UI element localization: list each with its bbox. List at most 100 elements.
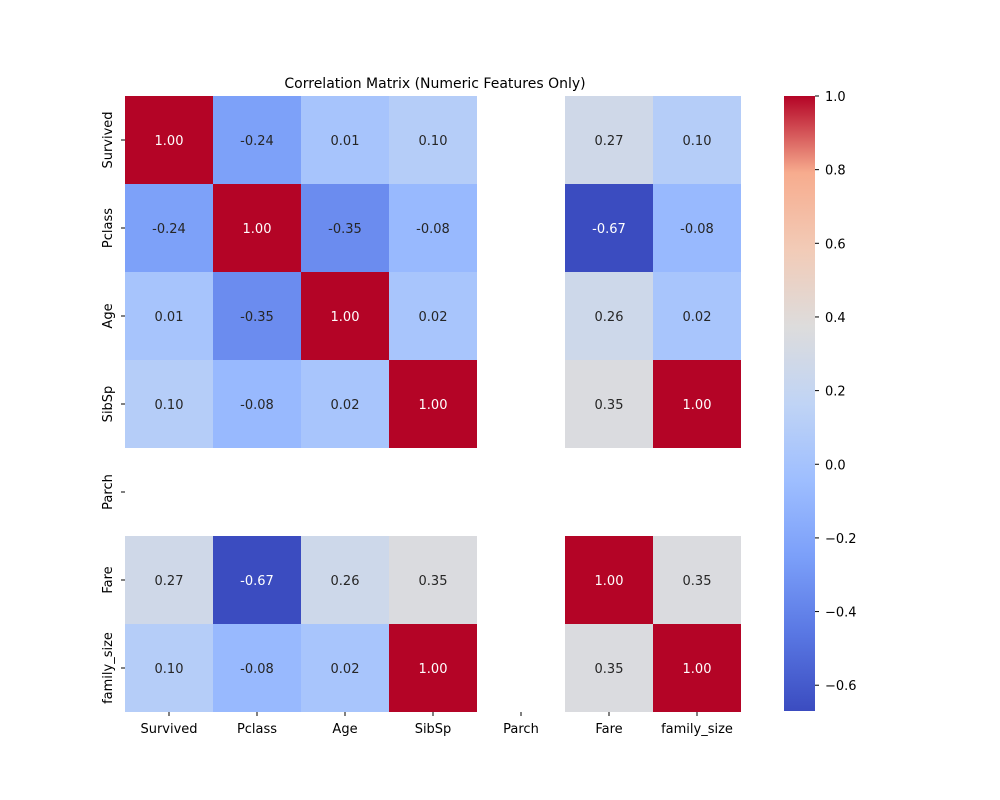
- heatmap-cell: [213, 272, 301, 360]
- cell-value-label: -0.24: [240, 134, 274, 149]
- cell-value-label: 0.26: [331, 574, 360, 589]
- cell-value-label: 0.10: [155, 662, 184, 677]
- x-tick-label: Pclass: [237, 722, 277, 737]
- y-tick-label: Age: [101, 303, 116, 328]
- heatmap-cell: [213, 184, 301, 272]
- x-tick-label: Survived: [140, 722, 197, 737]
- heatmap-cell: [565, 184, 653, 272]
- colorbar-tick-label: 1.0: [825, 90, 846, 105]
- cell-value-label: 1.00: [155, 134, 184, 149]
- heatmap-cell: [213, 536, 301, 624]
- cell-value-label: 1.00: [683, 398, 712, 413]
- cell-value-label: 0.27: [155, 574, 184, 589]
- heatmap-cell: [213, 360, 301, 448]
- x-tick-label: Fare: [595, 722, 622, 737]
- heatmap-cell: [565, 536, 653, 624]
- heatmap-cell: [125, 536, 213, 624]
- colorbar-tick-label: −0.2: [825, 532, 857, 547]
- cell-value-label: 0.27: [595, 134, 624, 149]
- colorbar-tick-label: 0.8: [825, 164, 846, 179]
- cell-value-label: 1.00: [419, 662, 448, 677]
- cell-value-label: 0.02: [331, 662, 360, 677]
- y-tick-label: Pclass: [101, 208, 116, 248]
- heatmap-cell: [213, 624, 301, 712]
- colorbar: 1.0 0.8 0.6 0.4 0.2 0.0 −0.2 −0.4 −0.6: [784, 90, 857, 711]
- cell-value-label: 0.26: [595, 310, 624, 325]
- cell-value-label: -0.35: [240, 310, 274, 325]
- heatmap-cell: [653, 184, 741, 272]
- y-tick-label: family_size: [101, 632, 116, 704]
- cell-value-label: -0.67: [240, 574, 274, 589]
- x-tick-label: family_size: [661, 722, 733, 737]
- cell-value-label: 1.00: [419, 398, 448, 413]
- y-axis: Survived Pclass Age SibSp Parch Fare family_si…: [101, 111, 125, 704]
- cell-value-label: 0.10: [683, 134, 712, 149]
- y-tick-label: SibSp: [101, 386, 116, 423]
- cell-value-label: -0.08: [240, 662, 274, 677]
- heatmap-cell: [389, 360, 477, 448]
- cell-value-label: 1.00: [243, 222, 272, 237]
- heatmap-cell: [301, 96, 389, 184]
- heatmap-cell: [389, 536, 477, 624]
- colorbar-tick-label: 0.6: [825, 237, 846, 252]
- heatmap-cell: [125, 96, 213, 184]
- cell-value-label: -0.08: [240, 398, 274, 413]
- cell-value-label: 0.35: [683, 574, 712, 589]
- cell-value-label: 0.01: [155, 310, 184, 325]
- chart-title: Correlation Matrix (Numeric Features Onl…: [284, 76, 585, 92]
- cell-value-label: -0.08: [416, 222, 450, 237]
- heatmap-cell: [565, 624, 653, 712]
- cell-value-label: -0.24: [152, 222, 186, 237]
- colorbar-tick-label: 0.2: [825, 385, 846, 400]
- cell-value-label: 1.00: [331, 310, 360, 325]
- colorbar-ticks: 1.0 0.8 0.6 0.4 0.2 0.0 −0.2 −0.4 −0.6: [815, 90, 857, 694]
- colorbar-tick-label: 0.4: [825, 311, 846, 326]
- cell-value-label: 0.02: [331, 398, 360, 413]
- heatmap-cell: [565, 96, 653, 184]
- heatmap-cell: [125, 360, 213, 448]
- heatmap-cell: [653, 96, 741, 184]
- cell-value-label: 0.02: [683, 310, 712, 325]
- colorbar-tick-label: 0.0: [825, 458, 846, 473]
- heatmap-cell: [389, 96, 477, 184]
- cell-value-label: -0.35: [328, 222, 362, 237]
- heatmap-cell: [389, 272, 477, 360]
- heatmap-cell: [565, 272, 653, 360]
- heatmap-cell: [125, 272, 213, 360]
- heatmap-cell: [389, 184, 477, 272]
- cell-value-label: 1.00: [683, 662, 712, 677]
- y-tick-label: Parch: [101, 474, 116, 510]
- y-tick-label: Fare: [101, 566, 116, 593]
- cell-value-label: -0.08: [680, 222, 714, 237]
- heatmap-cell: [301, 184, 389, 272]
- cell-value-label: 0.01: [331, 134, 360, 149]
- heatmap-cell: [653, 272, 741, 360]
- cell-value-label: -0.67: [592, 222, 626, 237]
- cell-value-label: 0.35: [595, 398, 624, 413]
- cell-value-label: 1.00: [595, 574, 624, 589]
- heatmap-cell: [653, 536, 741, 624]
- heatmap-cells: 1.00 -0.24 0.01 0.10 0.27 0.10 -0.24 1.00 -0.35 -…: [125, 96, 741, 712]
- x-axis: Survived Pclass Age SibSp Parch Fare family_si…: [140, 712, 733, 737]
- cell-value-label: 0.35: [595, 662, 624, 677]
- colorbar-tick-label: −0.6: [825, 679, 857, 694]
- heatmap-cell: [125, 184, 213, 272]
- cell-value-label: 0.35: [419, 574, 448, 589]
- heatmap-cell: [213, 96, 301, 184]
- heatmap-cell: [301, 272, 389, 360]
- heatmap-cell: [653, 624, 741, 712]
- heatmap-cell: [565, 360, 653, 448]
- colorbar-tick-label: −0.4: [825, 606, 857, 621]
- heatmap-cell: [301, 624, 389, 712]
- heatmap-cell: [301, 360, 389, 448]
- cell-value-label: 0.10: [419, 134, 448, 149]
- heatmap-cell: [301, 536, 389, 624]
- cell-value-label: 0.10: [155, 398, 184, 413]
- heatmap-cell: [653, 360, 741, 448]
- x-tick-label: Parch: [503, 722, 539, 737]
- x-tick-label: SibSp: [415, 722, 452, 737]
- x-tick-label: Age: [332, 722, 357, 737]
- cell-value-label: 0.02: [419, 310, 448, 325]
- heatmap-cell: [389, 624, 477, 712]
